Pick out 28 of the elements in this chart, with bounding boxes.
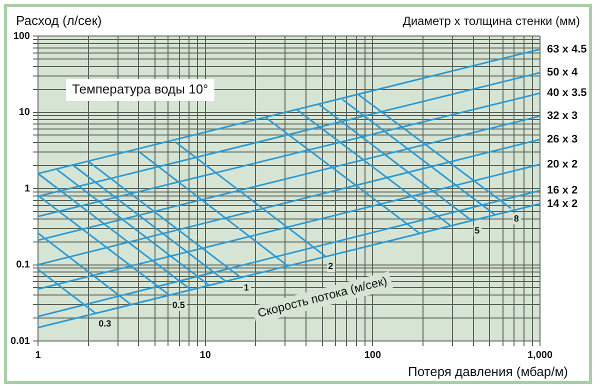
x-tick-label: 10 — [200, 350, 212, 361]
series-label: 16 x 2 — [547, 184, 578, 197]
y-tick-label: 10 — [18, 107, 30, 118]
y-tick-label: 0.01 — [10, 336, 30, 347]
annotation: Температура воды 10° — [72, 82, 208, 97]
y-axis-title: Расход (л/сек) — [16, 13, 102, 28]
y-tick-label: 0.1 — [16, 260, 30, 270]
series-label: 14 x 2 — [547, 198, 578, 210]
series-label: 40 x 3.5 — [547, 87, 587, 100]
annotation: 2 — [328, 261, 334, 272]
y-tick-label: 100 — [13, 30, 30, 42]
series-label: 20 x 2 — [547, 158, 578, 170]
series-label: 26 x 3 — [547, 133, 578, 146]
annotation: 5 — [474, 226, 480, 236]
annotation: 0.5 — [172, 300, 185, 310]
annotation: 0.3 — [98, 318, 112, 328]
x-tick-label: 1,000 — [527, 350, 553, 361]
x-tick-label: 1 — [35, 350, 42, 361]
series-label: 63 x 4.5 — [547, 43, 587, 56]
series-label: 32 x 3 — [547, 110, 578, 122]
y-tick-label: 1 — [24, 183, 30, 194]
annotation: 8 — [514, 213, 519, 224]
annotation: 1 — [244, 282, 249, 293]
legend-title: Диаметр х толщина стенки (мм) — [402, 14, 580, 28]
x-axis-title: Потеря давления (мбар/м) — [408, 364, 568, 379]
series-label: 50 x 4 — [547, 66, 578, 79]
annotation: Скорость потока (м/сек) — [256, 274, 389, 320]
x-tick-label: 100 — [364, 350, 382, 361]
